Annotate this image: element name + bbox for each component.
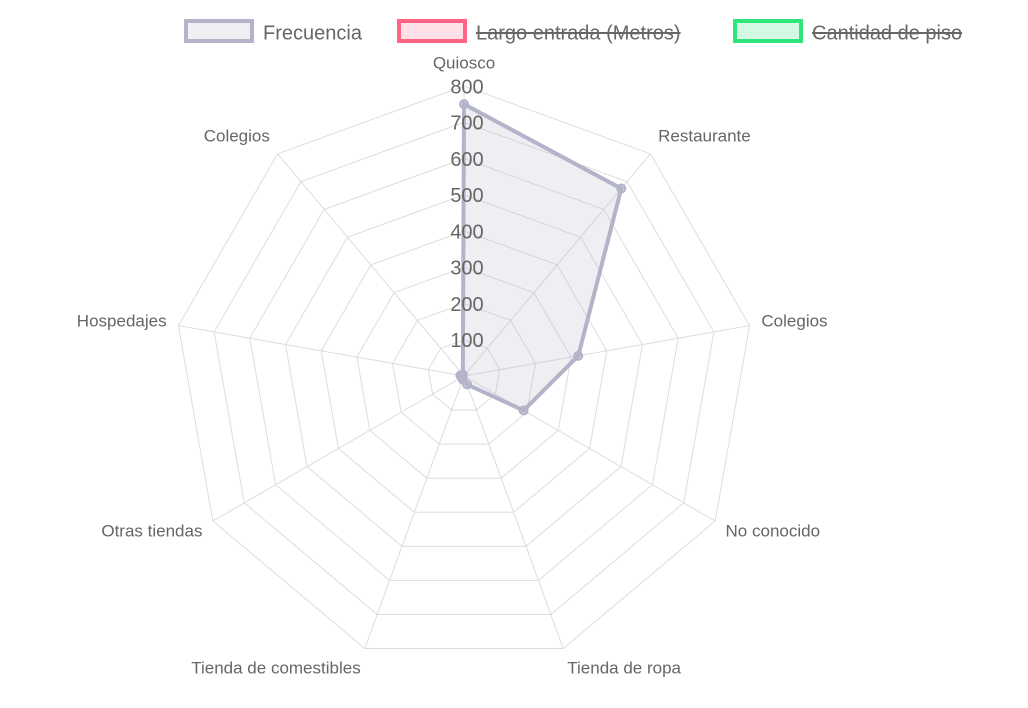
legend-swatch [397,19,467,43]
data-point [616,183,627,194]
grid-line [249,157,679,581]
grid-line [427,339,501,411]
tick-label: 200 [450,294,483,316]
data-point [457,369,468,380]
grid-line [392,302,536,445]
grid-line [320,230,608,513]
point-label: Tienda de ropa [567,659,681,678]
data-point [573,350,584,361]
point-label: Colegios [204,126,270,145]
grid-line [284,194,644,547]
tick-label: 800 [450,76,483,98]
data-point [459,99,469,110]
point-label: Colegios [761,311,827,330]
grid-line [213,121,715,615]
data-point [518,405,529,416]
tick-label: 500 [450,185,483,207]
point-label: Otras tiendas [101,521,202,540]
point-label: Tienda de comestibles [191,659,360,678]
tick-label: 400 [450,221,483,243]
point-label: Quiosco [433,53,495,72]
grid-line [356,266,572,479]
grid-line [177,85,751,650]
legend-swatch [184,19,254,43]
legend-label: Frecuencia [263,22,363,44]
point-label: Hospedajes [77,311,167,330]
series-area [456,100,624,413]
tick-label: 300 [450,258,483,280]
point-label: Restaurante [658,126,751,145]
tick-label: 700 [450,113,483,135]
tick-label: 100 [450,330,483,352]
point-label: No conocido [726,521,821,540]
tick-label: 600 [450,149,483,171]
legend-swatch [733,19,803,43]
